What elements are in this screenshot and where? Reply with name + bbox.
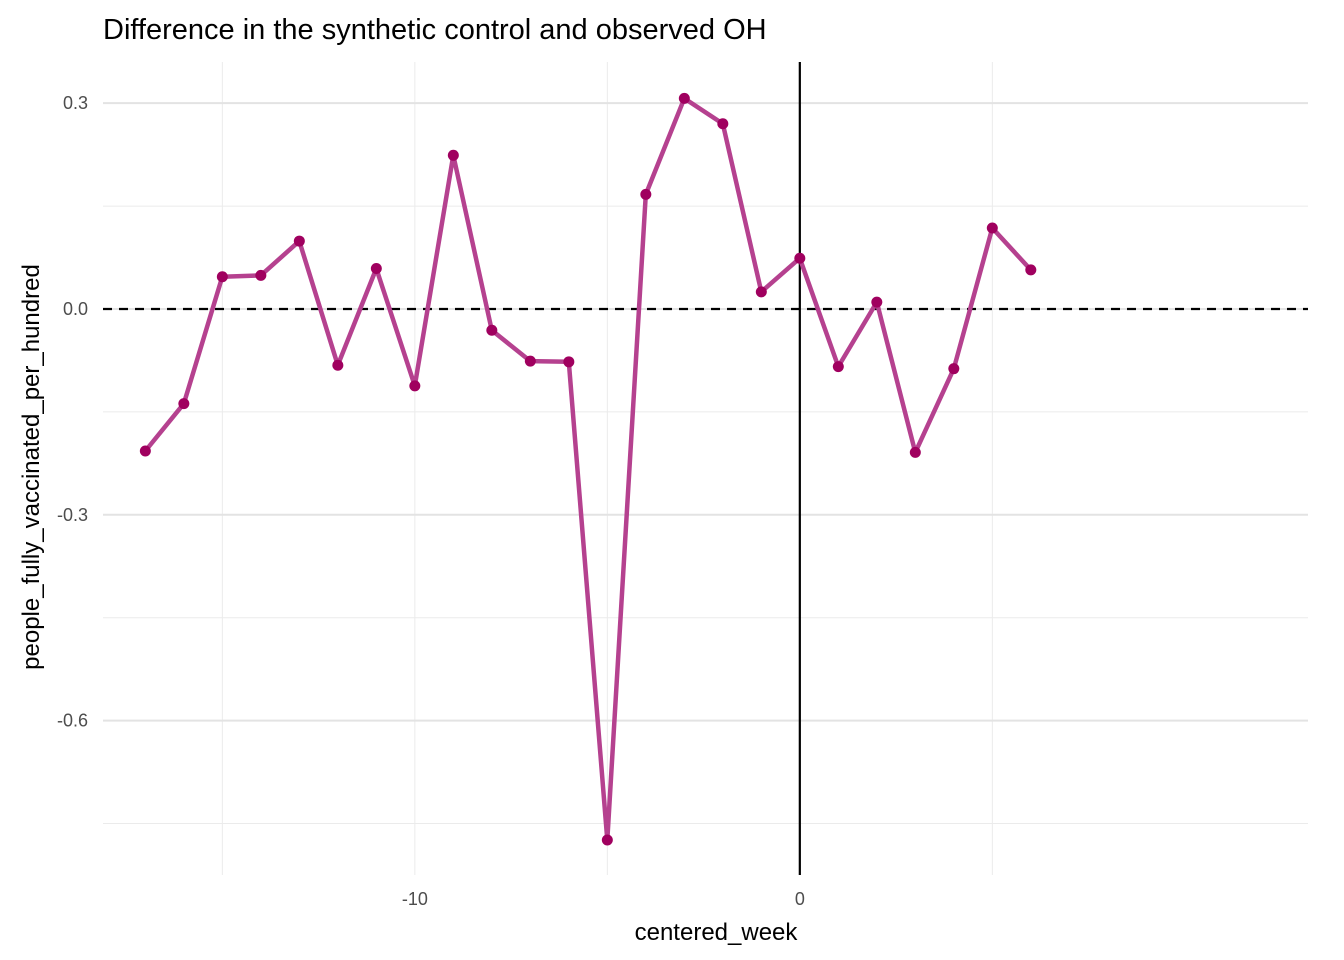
reference-lines	[103, 62, 1308, 875]
x-axis-title: centered_week	[635, 919, 799, 946]
data-point	[563, 356, 575, 368]
data-point	[909, 446, 921, 458]
grid-layer	[103, 62, 1308, 875]
y-tick-label: -0.6	[57, 711, 88, 731]
data-point	[1025, 264, 1037, 276]
data-point	[370, 263, 382, 275]
series-layer	[139, 92, 1037, 846]
data-point	[216, 271, 228, 283]
data-point	[178, 398, 190, 410]
data-point	[640, 188, 652, 200]
data-point	[986, 222, 998, 234]
data-point	[139, 445, 151, 457]
data-point	[678, 92, 690, 104]
series-line	[143, 96, 1034, 843]
data-point	[332, 359, 344, 371]
data-point	[409, 380, 421, 392]
data-point	[486, 324, 498, 336]
data-point	[755, 286, 767, 298]
data-point	[601, 834, 613, 846]
data-point	[717, 118, 729, 130]
x-tick-label: -10	[402, 889, 428, 909]
chart-title: Difference in the synthetic control and …	[103, 14, 767, 46]
data-point	[447, 149, 459, 161]
data-point	[524, 355, 536, 367]
y-axis-title: people_fully_vaccinated_per_hundred	[18, 264, 45, 670]
data-point	[948, 363, 960, 375]
data-point	[832, 361, 844, 373]
data-point	[255, 269, 267, 281]
data-point	[871, 296, 883, 308]
tick-labels: 0.3 0.0 -0.3 -0.6 -10 0	[57, 93, 805, 909]
x-tick-label: 0	[795, 889, 805, 909]
y-tick-label: -0.3	[57, 505, 88, 525]
data-point	[794, 252, 806, 264]
data-point	[293, 235, 305, 247]
y-tick-label: 0.0	[63, 299, 88, 319]
y-tick-label: 0.3	[63, 93, 88, 113]
